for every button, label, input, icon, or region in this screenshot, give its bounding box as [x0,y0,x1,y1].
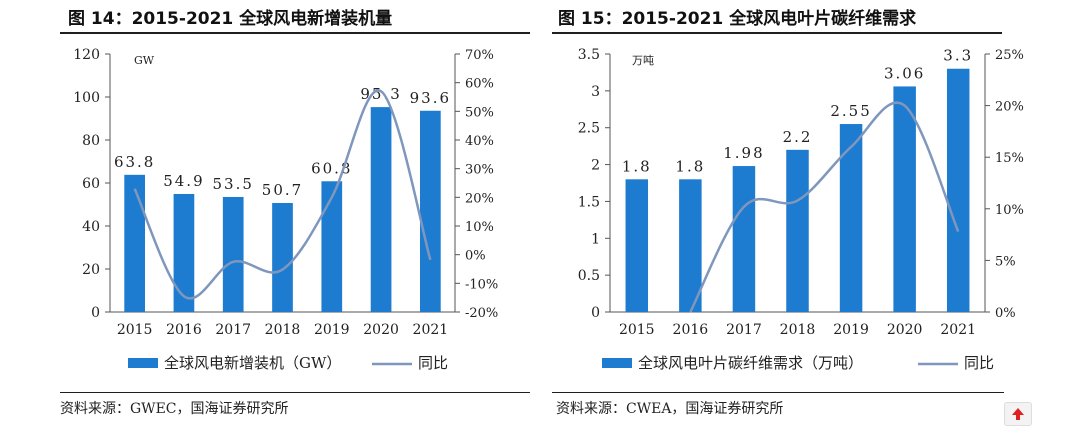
right-tick-label: 15% [995,151,1024,166]
bar [124,174,145,312]
left-tick-label: 20 [82,262,100,278]
x-tick-label: 2016 [166,322,202,338]
bar-data-label: 3.06 [884,64,925,82]
left-tick-label: 3.5 [578,47,600,63]
unit-label: GW [134,54,155,67]
right-tick-label: 20% [995,100,1024,115]
yoy-line [689,101,960,313]
x-tick-label: 2020 [363,322,399,338]
left-tick-label: 80 [82,133,100,149]
bar [272,202,293,312]
right-tick-label: 50% [465,105,494,120]
legend-line-label: 同比 [964,354,994,372]
right-tick-label: 25% [995,48,1024,63]
bar-data-label: 1.8 [675,157,705,175]
bar [893,86,916,312]
bar-data-label: 2.2 [783,128,813,146]
bar-data-label: 3.3 [943,47,973,65]
x-tick-label: 2019 [833,322,869,338]
right-tick-label: 20% [465,191,494,206]
bar-data-label: 53.5 [213,175,254,193]
bottom-rule [552,392,1004,393]
x-tick-label: 2015 [619,322,655,338]
bar-data-label: 1.8 [622,157,652,175]
left-tick-label: 3 [591,84,600,100]
bar [839,124,863,313]
bar [321,181,343,312]
right-tick-label: 0% [465,249,486,264]
bar [173,193,195,312]
title-rule [552,32,1002,34]
left-tick-label: 0 [91,305,100,321]
left-tick-label: 0 [591,305,600,321]
figure-14-title: 图 14：2015-2021 全球风电新增装机量 [68,9,393,29]
x-tick-label: 2015 [117,322,153,338]
right-tick-label: 10% [465,220,494,235]
scroll-to-top-button[interactable] [1004,402,1032,426]
bar-data-label: 63.8 [114,153,155,171]
legend-bar-label: 全球风电叶片碳纤维需求（万吨） [638,354,863,372]
up-arrow-icon [1012,408,1024,420]
figure-14-chart: 0 20 40 60 80 100 120 -20% -10% 0% 10% 20% 30% 40% 50%… [73,47,498,372]
left-tick-label: 2 [591,158,600,174]
right-tick-label: -20% [465,306,498,321]
bottom-rule [60,392,530,393]
yoy-line [133,89,432,300]
right-tick-label: 0% [995,306,1016,321]
x-tick-label: 2020 [887,322,923,338]
x-tick-label: 2018 [780,322,816,338]
bar [625,179,649,312]
bar-data-label: 95.3 [360,85,401,103]
bar [732,166,756,312]
x-tick-label: 2019 [314,322,350,338]
bar-data-label: 2.55 [830,102,871,120]
bar-data-label: 93.6 [410,89,451,107]
bar [420,110,441,312]
right-tick-label: 70% [465,48,494,63]
bar-data-label: 1.98 [723,144,764,162]
x-tick-label: 2021 [940,322,976,338]
left-tick-label: 120 [73,47,100,63]
left-tick-label: 60 [82,176,100,192]
left-tick-label: 2.5 [578,121,600,137]
bar [946,68,970,312]
figure-14-source: 资料来源：GWEC，国海证券研究所 [60,401,289,417]
bar [679,179,702,312]
right-tick-label: 5% [995,254,1016,269]
unit-label: 万吨 [632,54,654,67]
right-tick-label: 30% [465,163,494,178]
left-tick-label: 0.5 [578,268,600,284]
figure-15-panel: 图 15：2015-2021 全球风电叶片碳纤维需求 0 0.5 1 1.5 2 2.5 3… [550,0,1080,400]
figure-15-title: 图 15：2015-2021 全球风电叶片碳纤维需求 [558,9,917,29]
legend-bar-label: 全球风电新增装机（GW） [164,354,341,372]
bar [222,196,244,312]
legend-bar-swatch [602,358,632,368]
x-tick-label: 2017 [726,322,762,338]
right-tick-label: 10% [995,203,1024,218]
x-tick-label: 2018 [265,322,301,338]
bar [786,149,809,312]
left-tick-label: 1 [591,231,600,247]
legend-line-label: 同比 [418,354,448,372]
right-tick-label: -10% [465,277,498,292]
bar-data-label: 54.9 [163,172,204,190]
bar-data-label: 50.7 [262,181,303,199]
title-rule [60,32,530,34]
figure-15-chart: 0 0.5 1 1.5 2 2.5 3 3.5 0% 5% 10% 15% 20% 25% 万吨 1.8 201… [578,47,1024,372]
figure-15-source: 资料来源：CWEA，国海证券研究所 [556,401,784,417]
bar [370,107,392,312]
left-tick-label: 100 [73,90,100,106]
left-tick-label: 40 [82,219,100,235]
right-tick-label: 60% [465,77,494,92]
right-tick-label: 40% [465,134,494,149]
x-tick-label: 2021 [413,322,449,338]
figure-14-panel: 图 14：2015-2021 全球风电新增装机量 0 20 40 60 80 100 120… [0,0,540,400]
x-tick-label: 2017 [215,322,251,338]
x-tick-label: 2016 [673,322,709,338]
left-tick-label: 1.5 [578,194,600,210]
legend-bar-swatch [128,358,158,368]
